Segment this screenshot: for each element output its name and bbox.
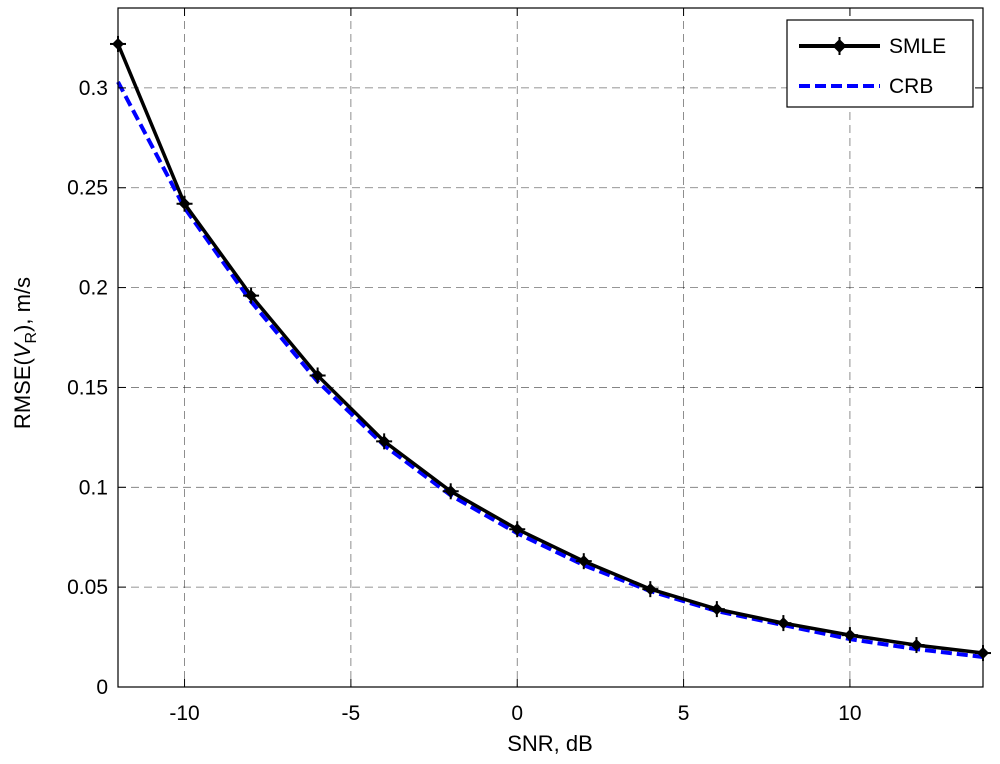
data-point-smle — [243, 287, 260, 304]
y-tick-label: 0 — [96, 676, 108, 699]
y-tick-label: 0.05 — [67, 576, 108, 599]
legend-marker-smle — [830, 37, 849, 55]
series-line-smle — [116, 43, 984, 655]
data-point-smle — [442, 483, 459, 500]
data-point-smle — [575, 553, 592, 570]
y-axis-title-suffix: ), m/s — [10, 277, 35, 332]
y-tick-label: 0.3 — [79, 77, 108, 100]
data-point-smle — [509, 521, 526, 538]
y-axis-title-subscript: R — [23, 332, 40, 344]
y-tick-label: 0.15 — [67, 376, 108, 399]
y-axis-title: RMSE(VR), m/s — [10, 277, 40, 429]
x-tick-labels: -10 -5 0 5 10 — [169, 702, 861, 725]
grid-lines — [118, 8, 983, 687]
x-tick-label: 0 — [511, 702, 523, 725]
data-point-smle — [642, 581, 659, 598]
legend-label-crb: CRB — [889, 75, 933, 98]
y-tick-label: 0.1 — [79, 476, 108, 499]
x-tick-label: 5 — [678, 702, 690, 725]
tick-marks — [118, 8, 983, 688]
data-point-smle — [376, 433, 393, 450]
data-point-smle — [309, 367, 326, 384]
data-point-smle — [176, 195, 193, 212]
x-tick-label: -5 — [342, 702, 361, 725]
data-point-smle — [708, 601, 725, 618]
y-axis-title-variable: V — [10, 341, 35, 358]
x-axis-title: SNR, dB — [507, 731, 593, 756]
legend-label-smle: SMLE — [889, 35, 946, 58]
data-point-smle — [908, 637, 925, 654]
series-layer — [110, 35, 991, 662]
x-tick-label: -10 — [169, 702, 199, 725]
y-tick-label: 0.2 — [79, 277, 108, 300]
data-point-smle — [775, 615, 792, 632]
series-line-crb — [116, 80, 984, 659]
plot-frame — [117, 7, 984, 688]
legend: SMLE CRB — [786, 19, 974, 108]
y-axis-title-prefix: RMSE( — [10, 358, 35, 430]
y-tick-label: 0.25 — [67, 177, 108, 200]
legend-box — [786, 19, 974, 108]
x-tick-label: 10 — [838, 702, 861, 725]
y-tick-labels: 0 0.05 0.1 0.15 0.2 0.25 0.3 — [67, 77, 108, 699]
data-point-smle — [841, 627, 858, 644]
